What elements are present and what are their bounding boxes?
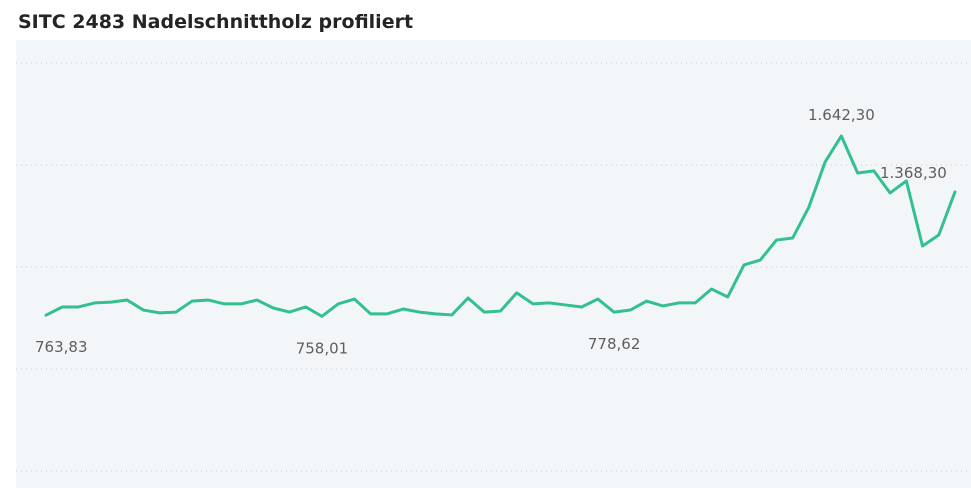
series-line <box>44 134 957 318</box>
plot-background <box>16 40 971 488</box>
value-label: 763,83 <box>35 338 88 356</box>
chart-title: SITC 2483 Nadelschnittholz profiliert <box>18 11 413 33</box>
value-label: 1.642,30 <box>808 106 875 124</box>
value-label: 1.368,30 <box>880 164 947 182</box>
value-labels: 763,83 758,01 778,62 1.642,30 1.368,30 <box>35 106 947 357</box>
series <box>44 134 957 318</box>
value-label: 778,62 <box>588 335 641 353</box>
value-label: 758,01 <box>296 339 349 357</box>
grid <box>16 62 971 472</box>
